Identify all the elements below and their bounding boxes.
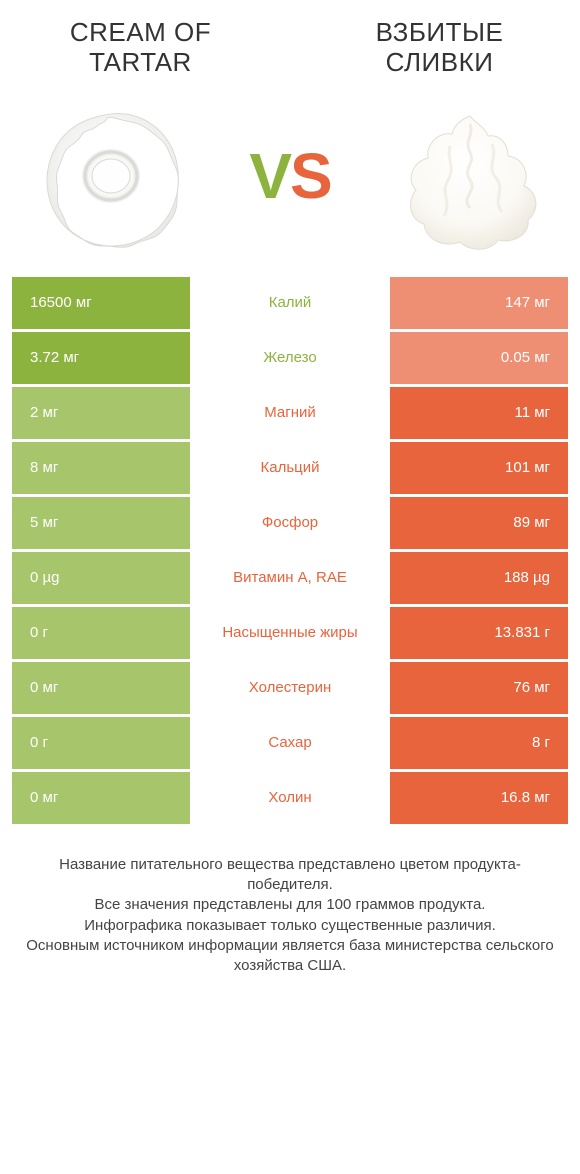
right-product-title: ВЗБИТЫЕ СЛИВКИ [327, 18, 552, 78]
nutrient-label: Сахар [190, 717, 390, 769]
right-value: 188 µg [390, 552, 568, 604]
comparison-table: 16500 мгКалий147 мг3.72 мгЖелезо0.05 мг2… [0, 277, 580, 827]
table-row: 0 мгХолестерин76 мг [12, 662, 568, 714]
left-product-title: CREAM OF TARTAR [28, 18, 253, 78]
right-value: 76 мг [390, 662, 568, 714]
nutrient-label: Витамин A, RAE [190, 552, 390, 604]
left-value: 0 мг [12, 772, 190, 824]
right-value: 89 мг [390, 497, 568, 549]
left-value: 3.72 мг [12, 332, 190, 384]
nutrient-label: Железо [190, 332, 390, 384]
table-row: 8 мгКальций101 мг [12, 442, 568, 494]
nutrient-label: Кальций [190, 442, 390, 494]
left-value: 0 µg [12, 552, 190, 604]
left-value: 0 мг [12, 662, 190, 714]
nutrient-label: Насыщенные жиры [190, 607, 390, 659]
nutrient-label: Калий [190, 277, 390, 329]
right-value: 0.05 мг [390, 332, 568, 384]
right-value: 147 мг [390, 277, 568, 329]
table-row: 3.72 мгЖелезо0.05 мг [12, 332, 568, 384]
table-row: 0 гСахар8 г [12, 717, 568, 769]
table-row: 2 мгМагний11 мг [12, 387, 568, 439]
left-value: 16500 мг [12, 277, 190, 329]
left-value: 5 мг [12, 497, 190, 549]
right-value: 16.8 мг [390, 772, 568, 824]
table-row: 16500 мгКалий147 мг [12, 277, 568, 329]
table-row: 0 мгХолин16.8 мг [12, 772, 568, 824]
header-row: CREAM OF TARTAR ВЗБИТЫЕ СЛИВКИ [0, 0, 580, 78]
nutrient-label: Холестерин [190, 662, 390, 714]
nutrient-label: Холин [190, 772, 390, 824]
right-value: 101 мг [390, 442, 568, 494]
left-value: 2 мг [12, 387, 190, 439]
footer-note: Название питательного вещества представл… [0, 827, 580, 997]
right-value: 11 мг [390, 387, 568, 439]
nutrient-label: Магний [190, 387, 390, 439]
right-value: 13.831 г [390, 607, 568, 659]
left-value: 8 мг [12, 442, 190, 494]
table-row: 0 гНасыщенные жиры13.831 г [12, 607, 568, 659]
right-value: 8 г [390, 717, 568, 769]
left-value: 0 г [12, 607, 190, 659]
vs-v: V [249, 140, 290, 212]
table-row: 5 мгФосфор89 мг [12, 497, 568, 549]
vs-label: VS [193, 139, 387, 213]
images-row: VS [0, 78, 580, 277]
left-product-image [28, 94, 193, 259]
vs-s: S [290, 140, 331, 212]
table-row: 0 µgВитамин A, RAE188 µg [12, 552, 568, 604]
nutrient-label: Фосфор [190, 497, 390, 549]
right-product-image [387, 94, 552, 259]
left-value: 0 г [12, 717, 190, 769]
